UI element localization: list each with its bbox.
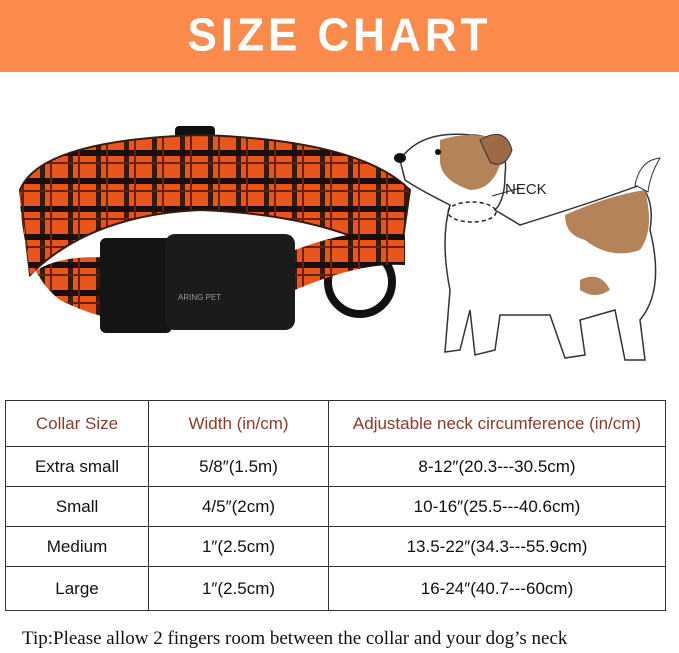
table-header-row: Collar Size Width (in/cm) Adjustable nec… bbox=[5, 400, 666, 447]
table-row: Extra small 5/8″(1.5m) 8-12″(20.3---30.5cm… bbox=[5, 446, 666, 487]
size-table: Collar Size Width (in/cm) Adjustable nec… bbox=[5, 400, 666, 611]
page-title: SIZE CHART bbox=[187, 9, 492, 62]
header-width: Width (in/cm) bbox=[148, 400, 329, 447]
fit-tip: Tip:Please allow 2 fingers room between … bbox=[22, 628, 568, 649]
cell-neck: 16-24″(40.7---60cm) bbox=[328, 566, 666, 611]
cell-width: 4/5″(2cm) bbox=[148, 486, 329, 527]
cell-neck: 10-16″(25.5---40.6cm) bbox=[328, 486, 666, 527]
cell-width: 1″(2.5cm) bbox=[148, 526, 329, 567]
cell-size: Large bbox=[5, 566, 149, 611]
table-row: Large 1″(2.5cm) 16-24″(40.7---60cm) bbox=[5, 566, 666, 611]
cell-width: 5/8″(1.5m) bbox=[148, 446, 329, 487]
cell-neck: 8-12″(20.3---30.5cm) bbox=[328, 446, 666, 487]
header-collar-size: Collar Size bbox=[5, 400, 149, 447]
product-illustration: ARING PET bbox=[18, 126, 661, 361]
cell-width: 1″(2.5cm) bbox=[148, 566, 329, 611]
header-neck-circumference: Adjustable neck circumference (in/cm) bbox=[328, 400, 666, 447]
cell-size: Medium bbox=[5, 526, 149, 567]
collar-image: ARING PET bbox=[18, 126, 412, 333]
cell-size: Small bbox=[5, 486, 149, 527]
table-row: Small 4/5″(2cm) 10-16″(25.5---40.6cm) bbox=[5, 486, 666, 527]
title-banner: SIZE CHART bbox=[0, 0, 679, 72]
table-row: Medium 1″(2.5cm) 13.5-22″(34.3---55.9cm) bbox=[5, 526, 666, 567]
cell-neck: 13.5-22″(34.3---55.9cm) bbox=[328, 526, 666, 567]
neck-label: NECK bbox=[505, 181, 547, 198]
cell-size: Extra small bbox=[5, 446, 149, 487]
brand-text: ARING PET bbox=[178, 293, 221, 302]
dog-illustration bbox=[394, 133, 661, 361]
